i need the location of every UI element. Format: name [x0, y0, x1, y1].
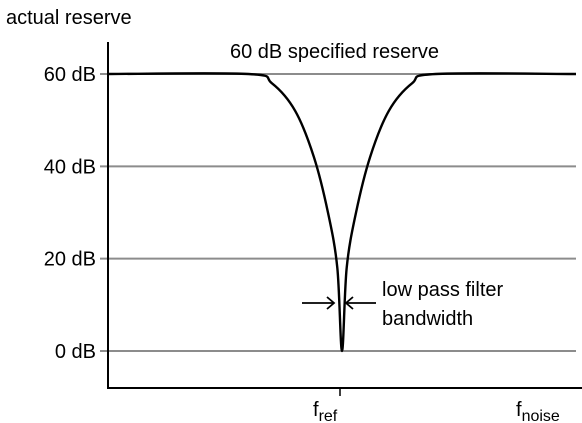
y-tick-labels: 60 dB 40 dB 20 dB 0 dB	[44, 64, 96, 363]
y-tick-label-40: 40 dB	[44, 156, 96, 178]
x-tick-label-fnoise: fnoise	[516, 399, 560, 423]
right-arrow-head	[344, 296, 354, 310]
y-tick-label-60: 60 dB	[44, 64, 96, 86]
reserve-annotation: 60 dB specified reserve	[230, 41, 439, 63]
gridlines	[100, 73, 576, 352]
bandwidth-annotation-line1: low pass filter	[382, 279, 503, 301]
x-tick-label-fref: fref	[313, 399, 338, 423]
reserve-curve	[107, 72, 577, 353]
left-arrow-head	[326, 296, 336, 310]
bandwidth-annotation-line2: bandwidth	[382, 308, 473, 330]
y-axis-label: actual reserve	[6, 7, 132, 29]
bandwidth-arrows	[302, 296, 376, 310]
y-tick-label-20: 20 dB	[44, 249, 96, 271]
y-tick-label-0: 0 dB	[55, 341, 96, 363]
